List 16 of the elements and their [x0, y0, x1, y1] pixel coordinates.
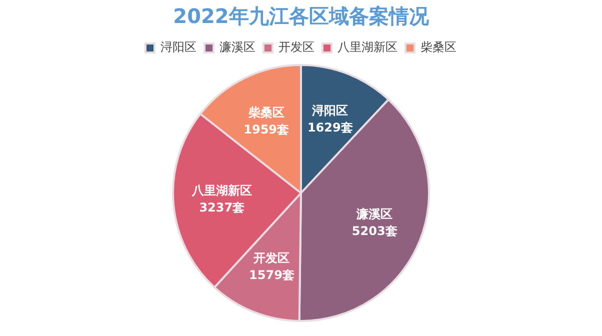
data-label: 1959套	[244, 122, 290, 137]
legend-label: 濂溪区	[220, 40, 256, 54]
legend-label: 开发区	[278, 40, 314, 54]
legend-label: 柴桑区	[420, 40, 456, 54]
legend-label: 浔阳区	[160, 40, 196, 54]
data-label: 1579套	[249, 268, 294, 282]
slice-label: 八里湖新区	[190, 184, 252, 198]
data-label: 1629套	[307, 120, 353, 134]
data-label: 3237套	[199, 200, 245, 215]
slice-label: 开发区	[252, 250, 290, 265]
data-label: 5203套	[352, 224, 398, 238]
slice-label: 浔阳区	[311, 103, 348, 118]
slice-label: 濂溪区	[356, 206, 393, 221]
legend-label: 八里湖新区	[338, 40, 398, 54]
slice-label: 柴桑区	[247, 106, 284, 120]
chart-title: 2022年九江各区域备案情况	[173, 4, 430, 28]
